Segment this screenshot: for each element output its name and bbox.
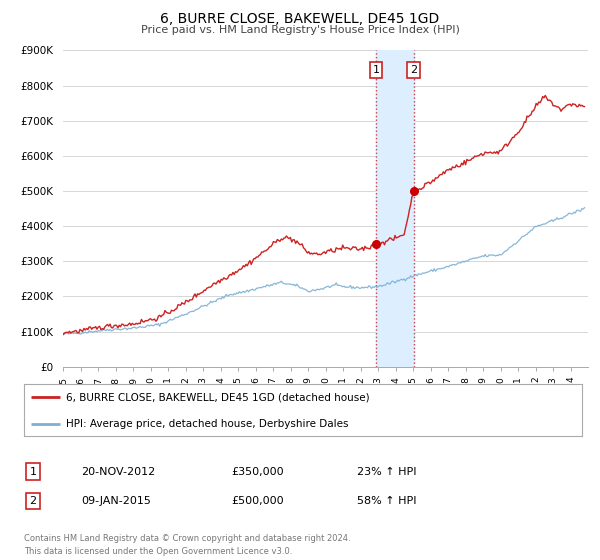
Text: £350,000: £350,000 — [231, 466, 284, 477]
Text: 2: 2 — [29, 496, 37, 506]
Text: 1: 1 — [29, 466, 37, 477]
Text: 1: 1 — [373, 65, 380, 74]
Text: £500,000: £500,000 — [231, 496, 284, 506]
Text: 23% ↑ HPI: 23% ↑ HPI — [357, 466, 416, 477]
Text: Contains HM Land Registry data © Crown copyright and database right 2024.
This d: Contains HM Land Registry data © Crown c… — [24, 534, 350, 556]
Text: 20-NOV-2012: 20-NOV-2012 — [81, 466, 155, 477]
Text: 2: 2 — [410, 65, 417, 74]
Text: 6, BURRE CLOSE, BAKEWELL, DE45 1GD (detached house): 6, BURRE CLOSE, BAKEWELL, DE45 1GD (deta… — [66, 392, 370, 402]
Text: 58% ↑ HPI: 58% ↑ HPI — [357, 496, 416, 506]
Text: 6, BURRE CLOSE, BAKEWELL, DE45 1GD: 6, BURRE CLOSE, BAKEWELL, DE45 1GD — [160, 12, 440, 26]
Text: Price paid vs. HM Land Registry's House Price Index (HPI): Price paid vs. HM Land Registry's House … — [140, 25, 460, 35]
Bar — [376, 50, 413, 367]
Text: 09-JAN-2015: 09-JAN-2015 — [81, 496, 151, 506]
Text: HPI: Average price, detached house, Derbyshire Dales: HPI: Average price, detached house, Derb… — [66, 419, 349, 430]
